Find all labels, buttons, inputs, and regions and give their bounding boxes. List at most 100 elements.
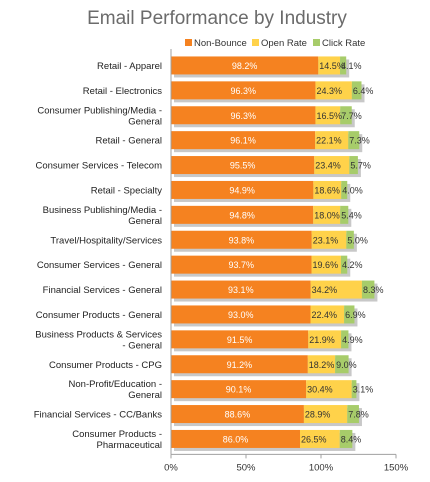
value-label-open-rate: 14.5%: [319, 61, 345, 71]
bar-segment-click-rate: [348, 131, 360, 150]
bar-segment-open-rate: [311, 255, 341, 274]
value-label-click-rate: 5.0%: [347, 235, 368, 245]
value-label-click-rate: 9.0%: [336, 360, 357, 370]
value-label-open-rate: 22.1%: [316, 136, 342, 146]
bar-segment-non-bounce: [171, 380, 307, 399]
category-label: Retail - Specialty: [91, 185, 163, 196]
category-label: Business Publishing/Media -General: [43, 205, 162, 227]
value-label-click-rate: 6.4%: [353, 86, 374, 96]
value-label-open-rate: 24.3%: [316, 86, 342, 96]
value-label-non-bounce: 96.3%: [230, 111, 256, 121]
value-label-click-rate: 8.4%: [341, 434, 362, 444]
bar-segment-non-bounce: [171, 131, 316, 150]
category-label: Retail - Electronics: [83, 86, 162, 97]
value-label-non-bounce: 98.2%: [232, 61, 258, 71]
category-label: Non-Profit/Education -General: [69, 379, 162, 401]
value-label-click-rate: 7.7%: [341, 111, 362, 121]
bar-segment-open-rate: [315, 131, 349, 150]
bar-segment-click-rate: [340, 106, 352, 125]
value-label-non-bounce: 95.5%: [230, 161, 256, 171]
bar-segment-non-bounce: [171, 355, 308, 374]
bar-segment-click-rate: [351, 380, 357, 399]
value-label-click-rate: 7.8%: [348, 410, 369, 420]
value-label-open-rate: 34.2%: [312, 285, 338, 295]
value-label-non-bounce: 91.2%: [227, 360, 253, 370]
bar-segment-click-rate: [340, 205, 349, 224]
legend-swatch-non-bounce: [185, 39, 192, 46]
value-label-open-rate: 23.4%: [315, 161, 341, 171]
value-label-open-rate: 18.6%: [314, 185, 340, 195]
category-label: Consumer Products -Pharmaceutical: [72, 429, 162, 451]
value-label-non-bounce: 93.7%: [229, 260, 255, 270]
value-label-click-rate: 4.2%: [342, 260, 363, 270]
value-label-click-rate: 4.1%: [341, 61, 362, 71]
legend-label-click-rate: Click Rate: [322, 38, 365, 49]
category-label: Business Products & Services - General: [35, 329, 162, 351]
value-label-open-rate: 28.9%: [305, 410, 331, 420]
value-label-click-rate: 7.3%: [349, 136, 370, 146]
bar-segment-click-rate: [335, 355, 349, 374]
bar-segment-non-bounce: [171, 180, 314, 199]
bar-segment-open-rate: [303, 405, 348, 424]
value-label-non-bounce: 90.1%: [226, 385, 252, 395]
bar-segment-non-bounce: [171, 280, 311, 299]
legend: Non-Bounce Open Rate Click Rate: [185, 38, 365, 49]
value-label-click-rate: 4.0%: [342, 185, 363, 195]
bar-segment-open-rate: [307, 355, 336, 374]
bar-segment-open-rate: [300, 429, 340, 448]
value-label-non-bounce: 93.0%: [228, 310, 254, 320]
legend-label-non-bounce: Non-Bounce: [194, 38, 247, 49]
value-label-non-bounce: 91.5%: [227, 335, 253, 345]
bar-segment-click-rate: [341, 180, 348, 199]
bar-segment-click-rate: [341, 330, 349, 349]
bar-segment-open-rate: [310, 280, 362, 299]
category-label: Consumer Services - Telecom: [35, 161, 162, 172]
value-label-open-rate: 18.2%: [309, 360, 335, 370]
bar-segment-open-rate: [308, 330, 342, 349]
bar-segment-click-rate: [361, 280, 375, 299]
bar-segment-non-bounce: [171, 106, 316, 125]
bar-segment-non-bounce: [171, 56, 319, 75]
category-labels: Retail - Apparel Retail - Electronics Cons…: [34, 61, 163, 451]
bar-segment-click-rate: [339, 429, 353, 448]
bar-segment-open-rate: [313, 205, 341, 224]
x-tick-label: 50%: [236, 462, 256, 473]
category-label: Retail - Apparel: [97, 61, 162, 72]
x-axis: 0% 50% 100% 150%: [164, 49, 409, 473]
category-label: Consumer Products - General: [36, 310, 162, 321]
category-label: Financial Services - General: [43, 285, 162, 296]
value-label-open-rate: 19.6%: [313, 260, 339, 270]
bar-segment-open-rate: [311, 230, 347, 249]
bar-segment-open-rate: [318, 56, 341, 75]
category-label: Consumer Publishing/Media -General: [37, 105, 162, 127]
bar-segment-click-rate: [344, 305, 355, 324]
bar-segment-open-rate: [315, 81, 352, 100]
category-label: Financial Services - CC/Banks: [34, 410, 163, 421]
bar-segment-non-bounce: [171, 81, 316, 100]
category-label: Consumer Services - General: [37, 260, 162, 271]
value-label-open-rate: 26.5%: [301, 434, 327, 444]
x-tick-label: 0%: [164, 462, 178, 473]
value-label-non-bounce: 93.8%: [229, 235, 255, 245]
value-label-open-rate: 30.4%: [307, 385, 333, 395]
bar-segment-non-bounce: [171, 156, 315, 175]
bar-segment-non-bounce: [171, 230, 312, 249]
value-label-click-rate: 5.7%: [350, 161, 371, 171]
value-label-click-rate: 5.4%: [341, 210, 362, 220]
bar-segment-click-rate: [346, 230, 354, 249]
bar-segment-click-rate: [340, 255, 348, 274]
value-label-non-bounce: 93.1%: [228, 285, 254, 295]
bar-segment-non-bounce: [171, 305, 311, 324]
value-label-open-rate: 18.0%: [314, 210, 340, 220]
chart-title: Email Performance by Industry: [87, 8, 347, 29]
bar-segment-non-bounce: [171, 255, 312, 274]
value-label-open-rate: 16.5%: [316, 111, 342, 121]
bar-segment-click-rate: [340, 56, 347, 75]
bar-segment-click-rate: [347, 405, 359, 424]
value-label-non-bounce: 88.6%: [225, 410, 251, 420]
value-label-non-bounce: 96.3%: [230, 86, 256, 96]
bar-segment-click-rate: [349, 156, 358, 175]
bar-segment-open-rate: [310, 305, 345, 324]
legend-swatch-click-rate: [313, 39, 320, 46]
bar-segment-non-bounce: [171, 429, 300, 448]
